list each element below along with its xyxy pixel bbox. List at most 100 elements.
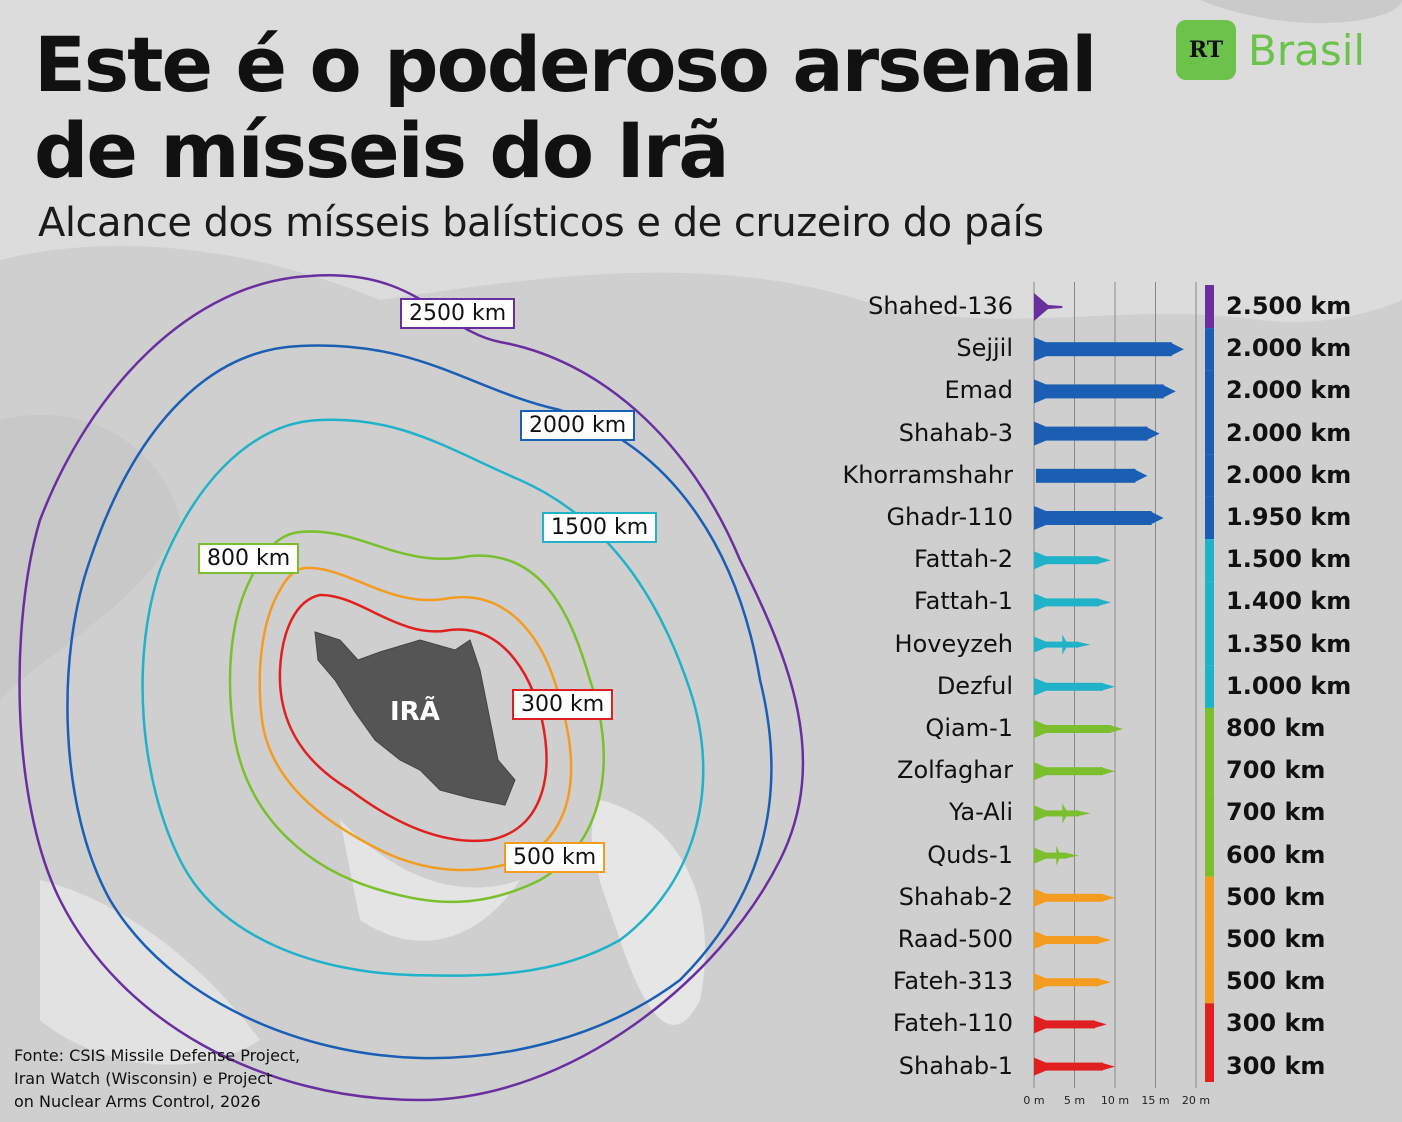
missile-name: Ghadr-110 xyxy=(886,503,1013,531)
missile-name: Hoveyzeh xyxy=(894,629,1013,658)
missile-mark-quds-1 xyxy=(1034,845,1079,866)
range-color-segment xyxy=(1205,876,1214,919)
range-color-segment xyxy=(1205,1045,1214,1082)
ring-label-2000: 2000 km xyxy=(520,410,636,441)
ring-label-500: 500 km xyxy=(504,842,606,873)
missile-name: Dezful xyxy=(936,671,1013,700)
missile-range: 2.500 km xyxy=(1226,292,1352,320)
missile-mark-emad xyxy=(1034,379,1176,404)
missile-name: Fattah-2 xyxy=(914,545,1013,574)
x-tick-label: 0 m xyxy=(1023,1094,1045,1107)
missile-name: Qiam-1 xyxy=(925,714,1013,742)
ring-300km xyxy=(278,593,548,843)
source-line-1: Fonte: CSIS Missile Defense Project, xyxy=(14,1046,301,1065)
missile-mark-dezful xyxy=(1034,677,1115,696)
missile-range: 2.000 km xyxy=(1226,418,1352,447)
missile-name: Shahed-136 xyxy=(868,292,1013,320)
iran-shape xyxy=(314,631,516,806)
missile-mark-ya-ali xyxy=(1034,803,1091,824)
range-color-segment xyxy=(1205,539,1214,582)
rt-brasil-logo: RT Brasil xyxy=(1176,20,1365,80)
missile-range: 700 km xyxy=(1226,798,1326,827)
ring-500km xyxy=(258,566,573,872)
missile-mark-fattah-2 xyxy=(1034,551,1111,570)
missile-name: Emad xyxy=(944,376,1013,405)
range-color-segment xyxy=(1205,496,1214,540)
missile-range: 500 km xyxy=(1226,967,1326,996)
missile-mark-zolfaghar xyxy=(1034,762,1115,781)
x-tick-label: 10 m xyxy=(1100,1094,1130,1107)
range-color-segment xyxy=(1205,961,1214,1004)
missile-range: 500 km xyxy=(1226,882,1326,911)
missile-mark-sejjil xyxy=(1034,337,1184,362)
x-tick-label: 15 m xyxy=(1141,1094,1170,1107)
missile-range: 700 km xyxy=(1226,756,1326,785)
title-line-2: de mísseis do Irã xyxy=(34,106,730,195)
missile-range: 600 km xyxy=(1226,840,1326,869)
missile-range: 2.000 km xyxy=(1226,376,1352,405)
range-color-segment xyxy=(1205,623,1214,666)
missile-range: 300 km xyxy=(1226,1051,1326,1080)
range-color-segment xyxy=(1205,1003,1214,1046)
missile-mark-shahab-2 xyxy=(1034,888,1115,907)
range-color-segment xyxy=(1205,581,1214,624)
missile-range: 1.000 km xyxy=(1226,671,1352,700)
missile-name: Khorramshahr xyxy=(842,460,1013,489)
range-color-segment xyxy=(1205,370,1214,413)
range-color-segment xyxy=(1205,412,1214,455)
range-color-segment xyxy=(1205,665,1214,708)
missile-mark-fattah-1 xyxy=(1034,593,1111,612)
ring-label-800: 800 km xyxy=(198,543,300,574)
ring-2000km xyxy=(66,344,773,1060)
title-line-1: Este é o poderoso arsenal xyxy=(34,20,1097,109)
missile-mark-ghadr-110 xyxy=(1034,506,1164,530)
missile-range: 1.400 km xyxy=(1226,587,1352,616)
missile-range: 800 km xyxy=(1226,714,1326,742)
range-color-segment xyxy=(1205,834,1214,877)
ring-2500km xyxy=(18,274,805,1102)
range-color-segment xyxy=(1205,918,1214,962)
missile-mark-qiam-1 xyxy=(1034,720,1124,738)
missile-range: 1.350 km xyxy=(1226,629,1352,658)
missile-mark-fateh-313 xyxy=(1034,973,1111,992)
source-line-2: Iran Watch (Wisconsin) e Project xyxy=(14,1069,273,1088)
missile-mark-fateh-110 xyxy=(1034,1015,1107,1034)
missile-mark-hoveyzeh xyxy=(1034,634,1091,655)
source-note: Fonte: CSIS Missile Defense Project, Ira… xyxy=(14,1044,300,1113)
ring-label-1500: 1500 km xyxy=(542,512,658,543)
missile-name: Quds-1 xyxy=(927,840,1013,869)
source-line-3: on Nuclear Arms Control, 2026 xyxy=(14,1092,261,1111)
ring-800km xyxy=(228,530,605,904)
range-color-segment xyxy=(1205,285,1214,329)
ring-1500km xyxy=(141,418,705,977)
missile-name: Shahab-1 xyxy=(898,1051,1013,1080)
missile-range: 2.000 km xyxy=(1226,334,1352,363)
missile-mark-shahab-1 xyxy=(1034,1057,1115,1076)
missile-mark-khorramshahr xyxy=(1036,468,1148,483)
missile-range: 500 km xyxy=(1226,925,1326,953)
range-color-segment xyxy=(1205,454,1214,497)
missile-name: Fateh-110 xyxy=(892,1009,1013,1038)
missile-name: Fattah-1 xyxy=(914,587,1013,616)
missile-name: Sejjil xyxy=(956,334,1013,363)
missile-name: Shahab-2 xyxy=(898,882,1013,911)
x-tick-label: 20 m xyxy=(1181,1094,1211,1107)
missile-mark-shahab-3 xyxy=(1034,421,1160,446)
iran-label: IRÃ xyxy=(390,697,440,727)
missile-name: Fateh-313 xyxy=(892,967,1013,996)
ring-label-2500: 2500 km xyxy=(400,298,516,329)
missile-mark-shahed-136 xyxy=(1034,293,1063,321)
missile-range: 300 km xyxy=(1226,1009,1326,1038)
subtitle: Alcance dos mísseis balísticos e de cruz… xyxy=(38,200,1044,246)
logo-text: Brasil xyxy=(1248,25,1366,75)
range-color-segment xyxy=(1205,707,1214,751)
rt-logo-mark: RT xyxy=(1176,20,1236,80)
x-tick-label: 5 m xyxy=(1063,1094,1086,1107)
missile-name: Raad-500 xyxy=(897,925,1013,953)
range-color-segment xyxy=(1205,792,1214,835)
missile-name: Zolfaghar xyxy=(897,756,1013,785)
